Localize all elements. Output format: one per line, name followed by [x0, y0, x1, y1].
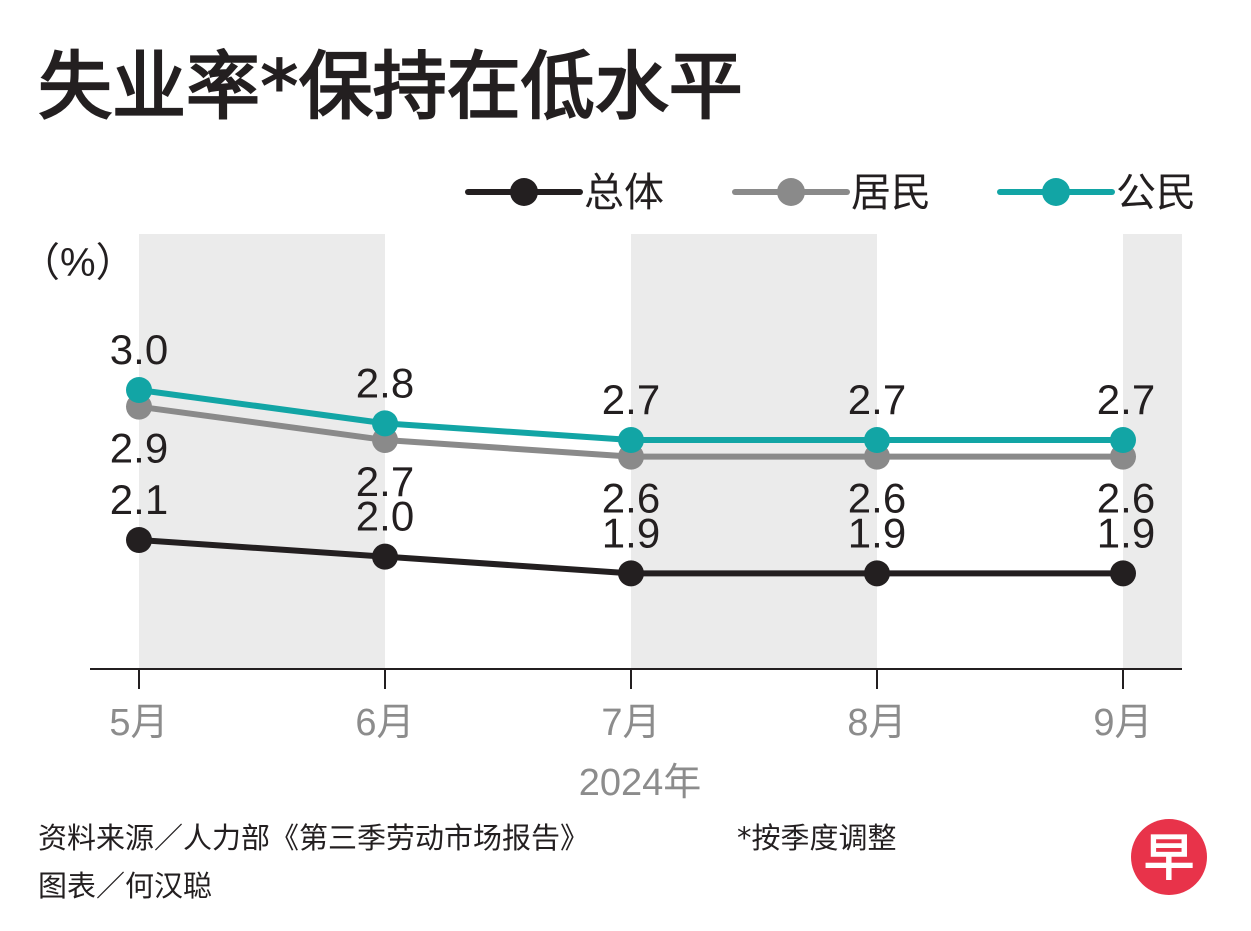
data-point [618, 427, 644, 453]
data-label: 1.9 [602, 509, 660, 556]
data-label: 2.1 [110, 476, 168, 523]
data-point [126, 527, 152, 553]
x-tick-label: 6月 [355, 702, 414, 744]
legend-label: 公民 [1116, 170, 1196, 216]
data-point [864, 560, 890, 587]
legend-label: 总体 [584, 170, 664, 216]
data-label: 1.9 [848, 509, 906, 556]
data-label: 2.8 [356, 359, 414, 406]
data-point [372, 543, 398, 570]
data-label: 2.7 [602, 376, 660, 423]
logo-circle [1131, 819, 1207, 895]
shaded-column-1 [139, 234, 385, 669]
data-label: 2.0 [356, 493, 414, 540]
data-label: 2.7 [1097, 376, 1155, 423]
legend-item-1: 总体 [465, 170, 664, 216]
legend-item-2: 居民 [732, 170, 931, 216]
data-label: 2.7 [356, 458, 414, 505]
credit-text: 图表／何汉聪 [38, 869, 212, 903]
source-text: 资料来源／人力部《第三季劳动市场报告》 [38, 821, 589, 855]
legend-marker-icon [510, 178, 538, 206]
x-tick-label: 9月 [1093, 702, 1152, 744]
x-axis-label: 2024年 [579, 762, 702, 804]
data-label: 2.6 [1097, 475, 1155, 522]
data-label: 2.7 [848, 376, 906, 423]
data-label: 3.0 [110, 326, 168, 373]
logo-glyph: 早 [1144, 829, 1194, 887]
legend: 总体 居民 公民 [465, 170, 1196, 216]
series-1 [126, 527, 1136, 587]
data-point [864, 427, 890, 453]
x-axis-ticks: 5月 6月 7月 8月 9月 [109, 669, 1153, 744]
shaded-column-layer [139, 234, 1182, 669]
legend-item-3: 公民 [997, 170, 1196, 216]
data-point [126, 377, 152, 403]
data-label: 1.9 [1097, 509, 1155, 556]
footnote-text: *按季度调整 [737, 821, 897, 855]
publisher-logo: 早 [1131, 819, 1207, 895]
data-point [372, 410, 398, 437]
legend-marker-icon [1042, 178, 1070, 206]
data-point [1110, 427, 1136, 453]
x-tick-label: 7月 [601, 702, 660, 744]
data-label-layer: 2.1 2.0 1.9 1.9 1.9 2.9 2.7 2.6 2.6 2.6 3.0 2.8 2.7 2… [110, 326, 1155, 556]
chart-title: 失业率*保持在低水平 [38, 44, 743, 130]
x-tick-label: 5月 [109, 702, 168, 744]
data-label: 2.6 [848, 475, 906, 522]
data-point [1110, 560, 1136, 587]
series-layer [126, 377, 1136, 587]
y-unit-label: （%） [20, 241, 136, 285]
data-label: 2.6 [602, 475, 660, 522]
data-label: 2.9 [110, 425, 168, 472]
x-tick-label: 8月 [847, 702, 906, 744]
legend-label: 居民 [851, 170, 931, 216]
legend-marker-icon [777, 178, 805, 206]
data-point [618, 560, 644, 587]
shaded-column-3 [631, 234, 877, 669]
series-3 [126, 377, 1136, 453]
